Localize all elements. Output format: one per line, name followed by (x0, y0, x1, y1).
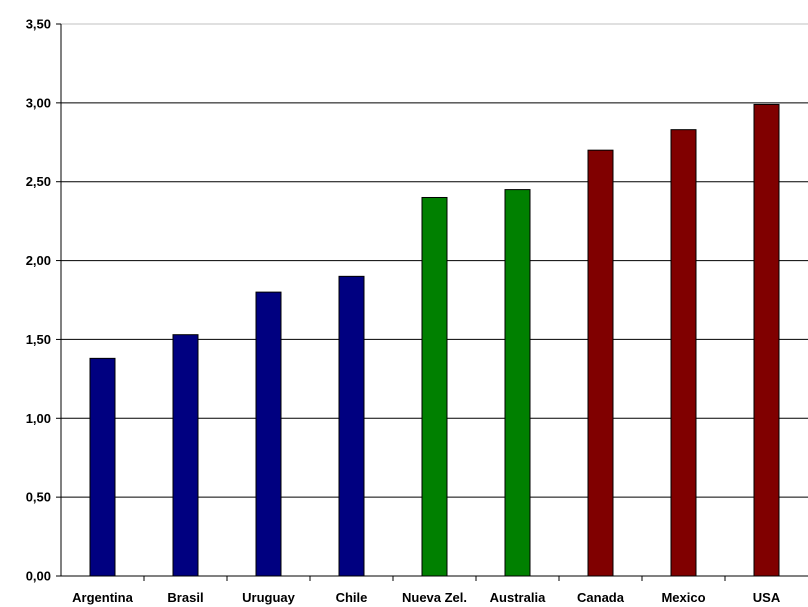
y-tick-label: 3,00 (26, 95, 51, 110)
x-tick-label: Chile (336, 590, 368, 605)
x-tick-label: Canada (577, 590, 625, 605)
x-tick-label: Mexico (661, 590, 705, 605)
y-tick-label: 0,50 (26, 490, 51, 505)
bar-brasil (172, 334, 199, 577)
y-tick-label: 2,00 (26, 253, 51, 268)
x-tick-label: Argentina (72, 590, 133, 605)
x-tick-label: Brasil (167, 590, 203, 605)
x-tick-label: USA (753, 590, 781, 605)
bar-nueva-zel (421, 196, 448, 577)
y-tick-label: 3,50 (26, 17, 51, 32)
x-tick-label: Nueva Zel. (402, 590, 467, 605)
y-tick-label: 1,50 (26, 332, 51, 347)
bar-chile (338, 275, 365, 577)
bar-mexico (670, 129, 697, 577)
x-axis-ticks: Argentina Brasil Uruguay Chile Nueva Zel. Aus… (72, 576, 781, 605)
y-tick-label: 1,00 (26, 411, 51, 426)
y-axis-ticks: 0,00 0,50 1,00 1,50 2,00 2,50 3,00 3,50 (26, 17, 61, 584)
y-tick-label: 2,50 (26, 174, 51, 189)
y-tick-label: 0,00 (26, 569, 51, 584)
bar-usa (753, 103, 780, 577)
x-tick-label: Australia (490, 590, 546, 605)
bar-australia (504, 189, 531, 577)
bar-argentina (89, 357, 116, 577)
x-tick-label: Uruguay (242, 590, 296, 605)
bar-uruguay (255, 291, 282, 577)
bar-canada (587, 149, 614, 577)
bars (89, 103, 780, 577)
